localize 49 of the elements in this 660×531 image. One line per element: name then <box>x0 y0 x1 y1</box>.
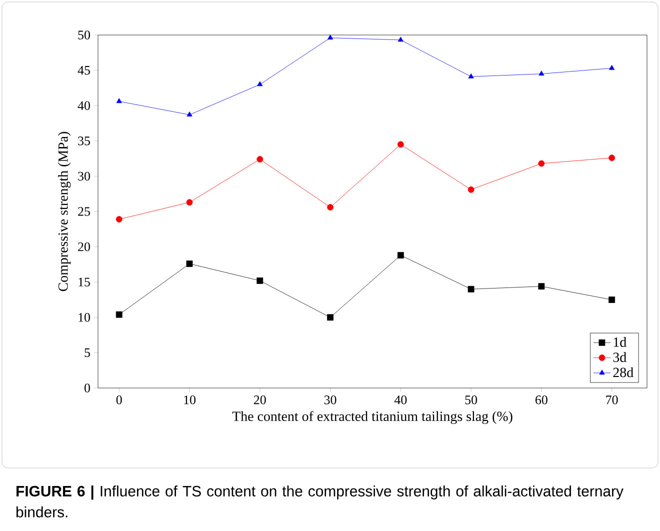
point <box>257 81 263 86</box>
point <box>186 260 193 267</box>
point <box>116 98 122 104</box>
point <box>256 277 264 284</box>
point <box>116 311 122 318</box>
point <box>608 154 616 162</box>
x-tick-label: 10 <box>184 396 196 404</box>
y-tick-label: 0 <box>84 384 90 392</box>
point <box>398 36 404 42</box>
legend-label: 3d <box>613 352 626 362</box>
point <box>116 216 122 222</box>
x-tick-label: 40 <box>394 396 407 404</box>
text: FIGURE 6 | Influence of TS content on the compressive strength of alkali-activated ternary binders. <box>16 486 624 518</box>
x-axis-title: The content of extracted titanium tailings slag (%) <box>232 411 512 424</box>
y-tick-label: 30 <box>78 172 90 181</box>
y-tick-label: 10 <box>78 313 90 322</box>
legend-label: 1d <box>614 337 626 347</box>
point <box>327 34 334 40</box>
point <box>538 160 545 167</box>
point <box>397 252 404 258</box>
y-tick-label: 45 <box>78 66 90 75</box>
point <box>608 296 616 303</box>
x-tick-label: 20 <box>254 396 266 404</box>
y-tick-label: 40 <box>78 101 90 110</box>
x-tick-label: 0 <box>116 396 122 404</box>
point <box>186 199 193 206</box>
y-tick-label: 25 <box>78 207 90 216</box>
point <box>397 141 404 148</box>
point <box>468 286 474 292</box>
point <box>468 73 474 78</box>
legend-label: 28d <box>613 367 634 378</box>
x-tick-label: 30 <box>324 396 336 404</box>
point <box>327 314 334 321</box>
point <box>256 156 264 162</box>
point <box>538 283 545 290</box>
point <box>538 70 544 76</box>
point <box>186 112 192 116</box>
y-tick-label: 15 <box>78 278 90 286</box>
y-tick-label: 20 <box>78 242 90 252</box>
y-tick-label: 50 <box>78 30 90 40</box>
y-tick-label: 5 <box>84 348 90 357</box>
x-tick-label: 70 <box>606 396 618 404</box>
y-axis-title: Compressive strength (MPa) <box>58 132 71 292</box>
x-tick-label: 50 <box>465 396 478 404</box>
y-tick-label: 35 <box>78 136 90 146</box>
point <box>468 186 474 193</box>
x-tick-label: 60 <box>536 396 548 404</box>
point <box>327 204 334 210</box>
point <box>609 64 615 70</box>
